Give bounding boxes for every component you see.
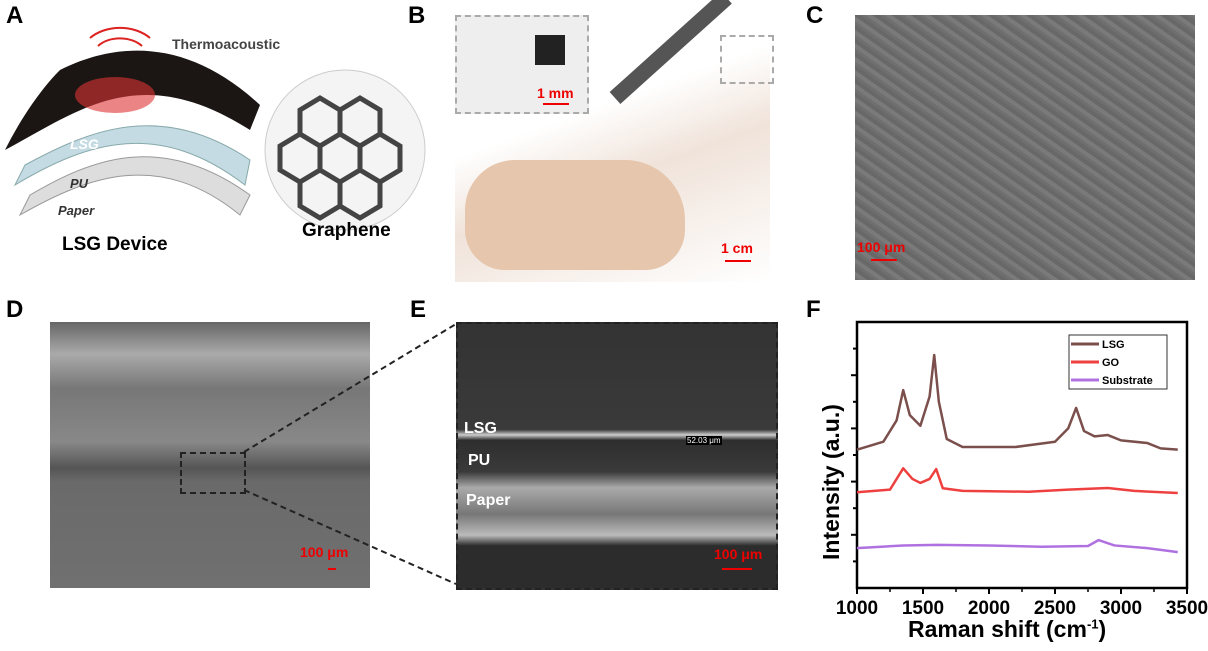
x-axis-label-main: Raman shift (cm <box>908 616 1087 642</box>
graphene-caption: Graphene <box>302 220 391 241</box>
hand-shape <box>465 160 685 270</box>
sem-cross-section-overview: 100 μm <box>50 322 370 588</box>
zoom-box <box>720 35 774 84</box>
x-tick-label: 3000 <box>1100 598 1142 619</box>
zoom-box-d <box>180 452 246 494</box>
layer-pu-label: PU <box>70 176 89 191</box>
tweezers-shape <box>609 0 732 104</box>
layer-lsg-label: LSG <box>70 136 99 152</box>
sem-surface-image: 100 μm <box>855 15 1195 280</box>
thickness-measurement: 52.03 μm <box>686 436 722 445</box>
series-line-lsg <box>856 353 1178 451</box>
x-tick-label: 3500 <box>1166 598 1208 619</box>
tweezers-photo: 1 mm 1 cm <box>455 0 774 282</box>
y-axis-label: Intensity (a.u.) <box>818 404 844 560</box>
x-axis-label-sup: -1 <box>1086 616 1099 632</box>
layer-lsg-label-e: LSG <box>464 420 497 437</box>
layer-paper-label-e: Paper <box>466 492 511 509</box>
zoom-connector-lines <box>243 323 457 585</box>
x-axis-label-end: ) <box>1098 616 1107 642</box>
legend-entry-go: GO <box>1102 357 1120 369</box>
x-tick-label: 2500 <box>1034 598 1076 619</box>
inset-scale-label: 1 mm <box>537 85 574 101</box>
layer-paper-label: Paper <box>58 203 95 218</box>
inset-image <box>455 15 589 114</box>
x-axis-label: Raman shift (cm-1) <box>908 616 1106 643</box>
x-tick-label: 2000 <box>968 598 1010 619</box>
scale-label-c: 100 μm <box>857 239 906 255</box>
thermoacoustic-label: Thermoacoustic <box>172 36 281 52</box>
sem-cross-section-zoom: LSG PU Paper 52.03 μm 100 μm <box>456 322 778 590</box>
layer-pu-label-e: PU <box>468 452 491 469</box>
legend-entry-substrate: Substrate <box>1102 375 1153 387</box>
series-line-go <box>856 467 1178 495</box>
lsg-device-schematic <box>5 26 426 231</box>
scale-label-b: 1 cm <box>721 240 753 256</box>
graphene-lattice-icon <box>277 95 403 221</box>
scale-label-e: 100 μm <box>714 546 763 562</box>
legend-entry-lsg: LSG <box>1102 339 1125 351</box>
scale-label-d: 100 μm <box>300 544 349 560</box>
panel-label-a: A <box>6 2 24 29</box>
x-tick-label: 1000 <box>836 598 878 619</box>
x-tick-label: 1500 <box>902 598 944 619</box>
panel-label-f: F <box>806 296 821 323</box>
series-line-substrate <box>856 538 1178 554</box>
raman-chart: 1000 1500 2000 2500 3000 3500 LSG GO Substrate <box>836 320 1208 619</box>
panel-label-d: D <box>6 296 24 323</box>
lsg-device-caption: LSG Device <box>62 234 168 255</box>
panel-label-c: C <box>806 2 824 29</box>
panel-label-e: E <box>410 296 427 323</box>
panel-label-b: B <box>408 2 426 29</box>
